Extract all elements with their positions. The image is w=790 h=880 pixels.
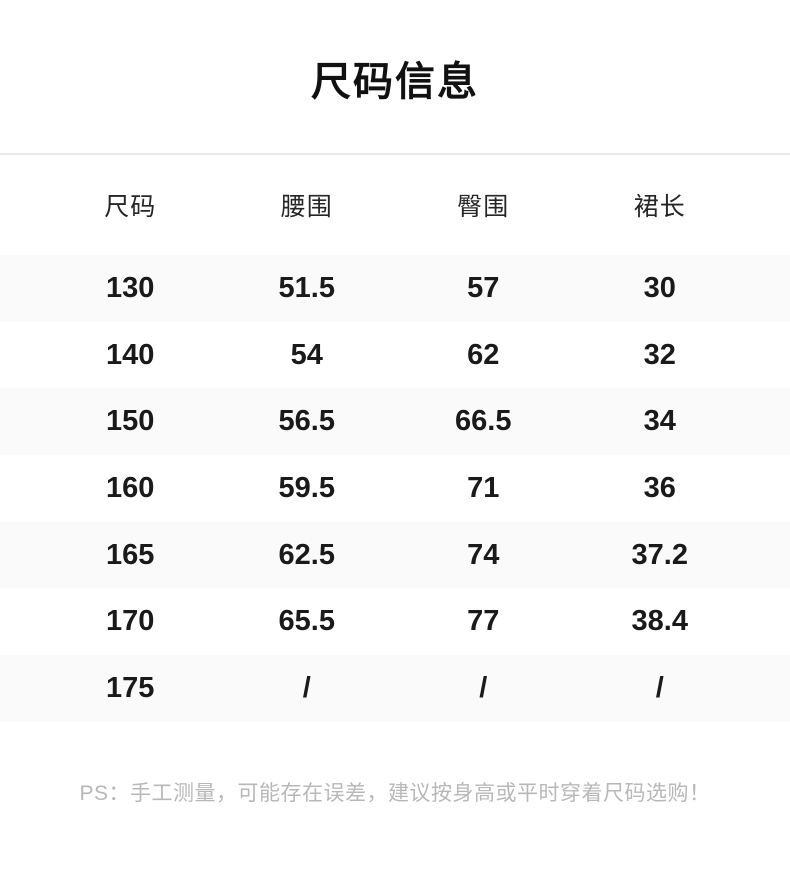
hip-value: 71 [467, 471, 500, 504]
length-value: / [655, 671, 664, 704]
size-row-150: 150 56.5 66.5 34 [0, 388, 790, 456]
waist-value: 56.5 [278, 405, 335, 438]
footer-note: PS：手工测量，可能存在误差，建议按身高或平时穿着尺码选购！ [79, 781, 711, 805]
column-header-waist: 腰围 [280, 193, 333, 221]
footer-note-area: PS：手工测量，可能存在误差，建议按身高或平时穿着尺码选购！ [0, 722, 790, 808]
column-header-size: 尺码 [104, 193, 157, 221]
waist-value: 62.5 [278, 538, 335, 571]
hip-value: 57 [467, 271, 500, 304]
length-value: 34 [643, 405, 676, 438]
size-value: 130 [106, 271, 155, 304]
size-row-170: 170 65.5 77 38.4 [0, 588, 790, 656]
hip-value: / [479, 671, 488, 704]
waist-value: 59.5 [278, 471, 335, 504]
waist-value: / [302, 671, 311, 704]
table-header-row: 尺码 腰围 臀围 裙长 [0, 155, 790, 255]
size-value: 170 [106, 605, 155, 638]
waist-value: 65.5 [278, 605, 335, 638]
length-value: 38.4 [631, 605, 688, 638]
size-row-140: 140 54 62 32 [0, 321, 790, 389]
length-value: 30 [643, 271, 676, 304]
size-row-160: 160 59.5 71 36 [0, 455, 790, 522]
size-row-165: 165 62.5 74 37.2 [0, 521, 790, 589]
size-value: 140 [106, 338, 155, 371]
size-value: 165 [106, 538, 155, 571]
table-body: 130 51.5 57 30 140 54 62 32 150 56.5 66.… [0, 255, 790, 722]
hip-value: 66.5 [455, 405, 512, 438]
column-header-hip: 臀围 [457, 193, 510, 221]
waist-value: 54 [290, 338, 323, 371]
size-value: 150 [106, 405, 155, 438]
hip-value: 77 [467, 605, 500, 638]
size-row-175: 175 / / / [0, 655, 790, 722]
size-table: 尺码 腰围 臀围 裙长 130 51.5 57 30 140 54 62 32 … [0, 155, 790, 722]
hip-value: 62 [467, 338, 500, 371]
size-row-130: 130 51.5 57 30 [0, 255, 790, 322]
page-header: 尺码信息 [0, 0, 790, 155]
length-value: 32 [643, 338, 676, 371]
length-value: 37.2 [631, 538, 688, 571]
size-value: 175 [106, 671, 155, 704]
length-value: 36 [643, 471, 676, 504]
waist-value: 51.5 [278, 271, 335, 304]
size-value: 160 [106, 471, 155, 504]
page-title: 尺码信息 [311, 60, 479, 104]
hip-value: 74 [467, 538, 500, 571]
column-header-skirt-length: 裙长 [633, 193, 686, 221]
